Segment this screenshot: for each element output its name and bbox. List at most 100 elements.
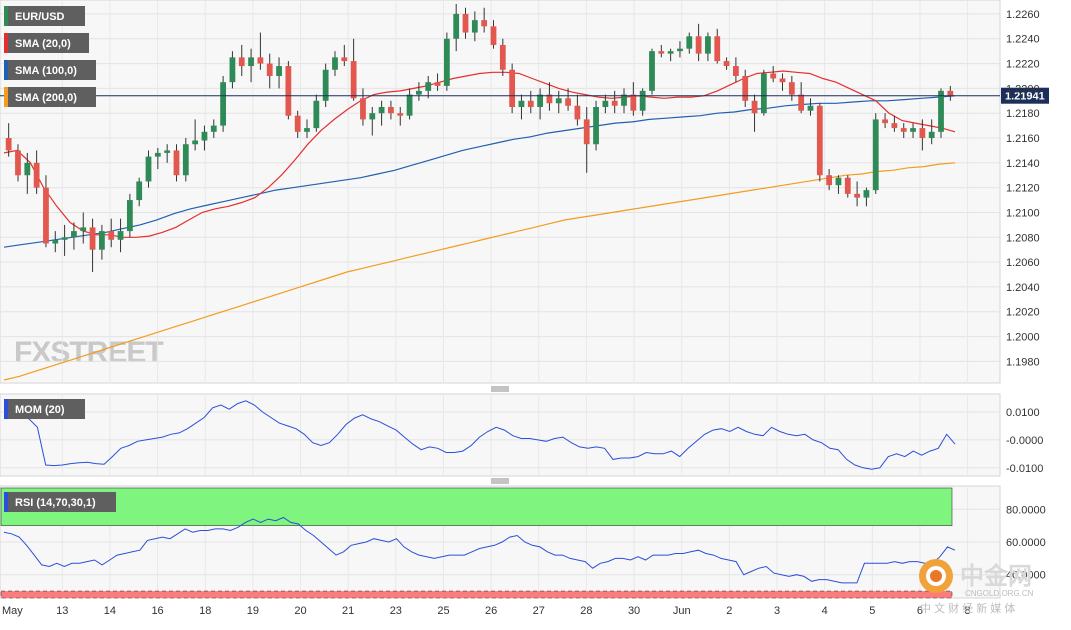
candle-body — [322, 69, 329, 101]
legend-swatch — [4, 492, 8, 512]
candle-body — [229, 57, 236, 83]
candle-body — [527, 100, 534, 107]
candle — [210, 119, 217, 139]
x-tick-label: May — [2, 605, 23, 617]
candle — [145, 150, 152, 188]
candle — [406, 88, 413, 120]
candle-body — [248, 57, 254, 67]
legend-sma100[interactable]: SMA (100,0) — [4, 60, 96, 80]
rsi-tick-label: 60.0000 — [1006, 537, 1046, 549]
price-tick-label: 1.2040 — [1006, 282, 1040, 294]
price-tick-label: 1.2200 — [1006, 83, 1040, 95]
candle-body — [938, 90, 944, 132]
candle — [630, 82, 637, 116]
x-tick-label: 27 — [533, 605, 545, 617]
candle — [658, 44, 665, 58]
divider-handle-price-mom[interactable] — [491, 386, 509, 392]
legend-momentum[interactable]: MOM (20) — [4, 399, 85, 419]
candle-body — [378, 106, 385, 114]
candle-body — [201, 131, 208, 141]
candle — [471, 11, 478, 42]
candle-body — [639, 90, 646, 111]
legend-rsi[interactable]: RSI (14,70,30,1) — [4, 492, 116, 512]
candle-body — [332, 57, 338, 70]
candle — [238, 44, 245, 76]
candle — [574, 94, 581, 126]
candle-body — [555, 98, 562, 104]
candle — [555, 90, 562, 114]
candle — [490, 20, 497, 49]
legend-sma20[interactable]: SMA (20,0) — [4, 33, 89, 53]
candle — [770, 66, 777, 83]
y-axis-labels: 1.2260 1.2240 1.2220 1.2200 1.2180 1.2160 1.21… — [1006, 9, 1046, 582]
candle — [350, 38, 357, 101]
candle-body — [835, 177, 842, 186]
candle-body — [583, 119, 590, 145]
candle — [304, 119, 310, 139]
candle-body — [164, 150, 171, 153]
candle-body — [313, 100, 320, 129]
candle-body — [71, 231, 77, 238]
candle — [835, 175, 842, 194]
candle-body — [173, 150, 180, 176]
candle — [71, 222, 77, 250]
momentum-line — [3, 400, 956, 470]
candle-body — [52, 239, 59, 244]
x-tick-label: 19 — [247, 605, 259, 617]
candle-body — [397, 113, 404, 116]
candle — [369, 106, 376, 136]
candle-body — [406, 94, 413, 116]
candle — [136, 177, 143, 207]
price-tick-label: 1.2020 — [1006, 307, 1040, 319]
price-tick-label: 1.2180 — [1006, 108, 1040, 120]
candle-body — [844, 177, 851, 194]
legend-sma200[interactable]: SMA (200,0) — [4, 87, 96, 107]
candle-body — [266, 63, 273, 76]
candle — [33, 150, 40, 194]
legend-label-sma200: SMA (200,0) — [15, 92, 77, 104]
candle-body — [621, 94, 627, 106]
rsi-line — [3, 516, 956, 584]
candle — [43, 175, 49, 248]
price-tick-label: 1.2220 — [1006, 59, 1040, 71]
candle — [742, 69, 749, 107]
candle-body — [910, 128, 916, 132]
divider-handle-mom-rsi[interactable] — [491, 478, 509, 484]
candle-body — [360, 98, 366, 120]
price-tick-label: 1.2140 — [1006, 158, 1040, 170]
x-tick-label: 30 — [628, 605, 640, 617]
candle-body — [630, 94, 637, 111]
candle-body — [145, 156, 152, 182]
x-tick-label: 20 — [294, 605, 306, 617]
candle-body — [667, 51, 674, 54]
x-tick-label: 14 — [104, 605, 116, 617]
candle-body — [546, 94, 553, 104]
candle — [938, 88, 944, 139]
candle-body — [499, 44, 506, 70]
candle-body — [705, 36, 711, 54]
candle-body — [816, 105, 823, 176]
legend-label-momentum: MOM (20) — [15, 404, 65, 416]
candle-body — [117, 231, 124, 240]
logo-domain: CNGOLD.ORG.CN — [965, 589, 1034, 598]
candle — [89, 218, 96, 273]
candle — [117, 218, 124, 253]
last-price-tag — [1001, 87, 1049, 104]
candle — [891, 115, 898, 132]
candle-body — [807, 105, 814, 111]
candle — [201, 125, 208, 151]
rsi-tick-label: 40.0000 — [1006, 570, 1046, 582]
momentum-tick-label: -0.0100 — [1006, 463, 1043, 475]
candle — [593, 100, 599, 151]
candle-body — [928, 131, 935, 139]
candle — [182, 138, 189, 182]
candle-body — [751, 100, 758, 114]
candle — [546, 82, 553, 111]
candle-body — [602, 100, 609, 107]
candle — [583, 106, 590, 173]
candle — [220, 75, 226, 132]
candle — [126, 193, 133, 238]
legend-eurusd[interactable]: EUR/USD — [4, 6, 85, 26]
candle-body — [900, 128, 907, 132]
